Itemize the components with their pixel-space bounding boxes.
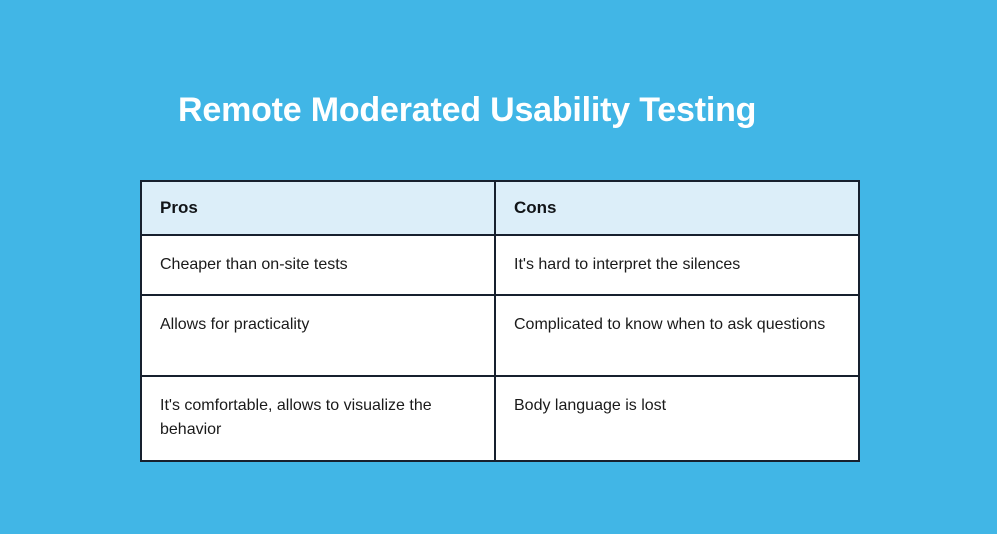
cell-cons-2: Complicated to know when to ask question… [494,294,860,377]
table-row: It's comfortable, allows to visualize th… [140,375,860,462]
cell-cons-3: Body language is lost [494,375,860,462]
page-title: Remote Moderated Usability Testing [178,91,757,129]
table-row: Allows for practicality Complicated to k… [140,294,860,377]
cell-pros-1: Cheaper than on-site tests [140,234,496,296]
right-edge-strip [997,0,1000,534]
column-header-pros: Pros [140,180,496,236]
column-header-cons: Cons [494,180,860,236]
pros-cons-table: Pros Cons Cheaper than on-site tests It'… [140,180,860,462]
table-header: Pros Cons [140,180,860,236]
table-row: Cheaper than on-site tests It's hard to … [140,234,860,296]
table-body: Cheaper than on-site tests It's hard to … [140,234,860,462]
table-header-row: Pros Cons [140,180,860,236]
cell-pros-2: Allows for practicality [140,294,496,377]
cell-pros-3: It's comfortable, allows to visualize th… [140,375,496,462]
cell-cons-1: It's hard to interpret the silences [494,234,860,296]
